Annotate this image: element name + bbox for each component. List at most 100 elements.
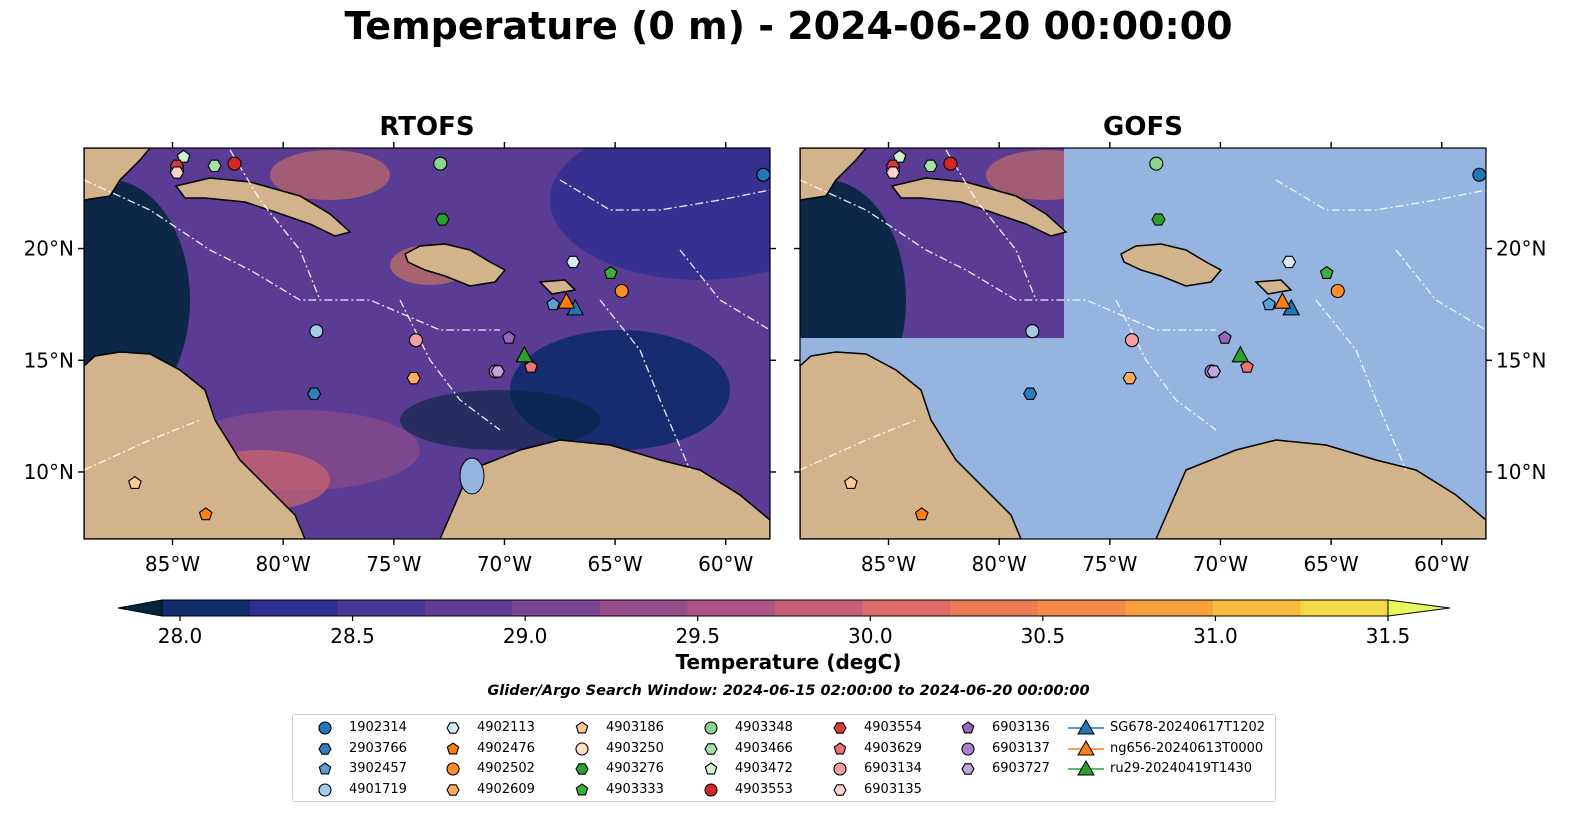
legend-marker: [575, 763, 589, 775]
argo-float-marker: [914, 507, 929, 521]
colorbar-segment: [249, 600, 338, 616]
colorbar: 28.0 28.5 29.0 29.5 30.0 30.5 31.0 31.5: [117, 599, 1451, 648]
colorbar-segment: [599, 600, 688, 616]
argo-float-marker: [227, 156, 242, 171]
legend-label: 4903466: [735, 740, 793, 756]
legend-label: 4902502: [477, 761, 535, 776]
legend-marker: [446, 722, 460, 734]
argo-float-marker: [844, 475, 858, 489]
legend-label: 3902457: [349, 761, 407, 776]
lon-tick-label: 65°W: [1303, 552, 1358, 576]
legend-marker: [575, 782, 589, 795]
legend-marker: [961, 721, 975, 734]
legend-marker: [446, 741, 460, 754]
colorbar-tick-label: 30.5: [1021, 624, 1066, 648]
legend-label: 6903135: [864, 781, 922, 797]
legend-label: 4903553: [735, 781, 793, 797]
lon-tick-label: 60°W: [698, 552, 753, 576]
colorbar-segment: [687, 600, 776, 616]
colorbar-segment: [1300, 600, 1389, 616]
lon-tick-label: 75°W: [366, 552, 421, 576]
legend-marker: [446, 783, 460, 796]
argo-float-marker: [1240, 359, 1254, 373]
colorbar-label: Temperature (degC): [675, 650, 902, 674]
colorbar-tick-label: 28.5: [330, 624, 375, 648]
colorbar-tick-label: 30.0: [848, 624, 893, 648]
argo-float-marker: [490, 365, 505, 378]
colorbar-segment: [1212, 600, 1301, 616]
argo-float-marker: [1319, 265, 1334, 279]
argo-float-marker: [1262, 297, 1276, 311]
colorbar-segment: [1125, 600, 1214, 616]
argo-float-marker: [943, 156, 958, 171]
legend-label: 6903137: [992, 740, 1050, 756]
argo-float-marker: [1218, 330, 1232, 344]
colorbar-tick-label: 29.0: [503, 624, 548, 648]
glider-marker: [515, 345, 534, 363]
lon-tick-label: 60°W: [1414, 552, 1469, 576]
argo-float-marker: [1281, 255, 1297, 269]
legend-label: 4901719: [349, 781, 407, 797]
colorbar-tick-label: 28.0: [158, 624, 203, 648]
legend-marker: [704, 782, 718, 797]
legend-marker: [318, 721, 332, 735]
legend-label: 4903276: [606, 761, 664, 776]
colorbar-tick-label: 31.0: [1193, 624, 1238, 648]
legend-marker: [318, 782, 332, 797]
legend-label: 1902314: [349, 720, 407, 735]
argo-float-marker: [408, 333, 423, 348]
colorbar-segment: [424, 600, 513, 616]
colorbar-segment: [775, 600, 864, 616]
legend-label: 4903472: [735, 761, 793, 776]
lon-tick-label: 80°W: [256, 552, 311, 576]
colorbar-segment: [337, 600, 426, 616]
legend-label: 4903186: [606, 720, 664, 735]
lat-tick-label: 20°N: [24, 237, 74, 261]
argo-float-marker: [128, 475, 142, 489]
colorbar-segment: [950, 600, 1039, 616]
legend-label: 4902476: [477, 740, 535, 756]
argo-float-marker: [603, 265, 618, 279]
colorbar-segment: [512, 600, 601, 616]
legend-marker: [318, 742, 332, 755]
argo-float-marker: [435, 213, 450, 226]
argo-float-marker: [433, 156, 448, 171]
lon-tick-label: 70°W: [1193, 552, 1248, 576]
legend-label: 4903348: [735, 720, 793, 735]
legend-label: 6903134: [864, 761, 922, 776]
colorbar-tick-label: 31.5: [1366, 624, 1411, 648]
lat-tick-label: 20°N: [1496, 237, 1546, 261]
lon-tick-label: 75°W: [1082, 552, 1137, 576]
gofs-map: [799, 147, 1487, 540]
lat-tick-label: 15°N: [24, 348, 74, 372]
figure-title: Temperature (0 m) - 2024-06-20 00:00:00: [344, 4, 1233, 48]
colorbar-over-extension: [1387, 599, 1451, 617]
legend-marker: [704, 721, 718, 735]
rtofs-panel-title: RTOFS: [379, 112, 475, 142]
argo-float-marker: [198, 507, 213, 521]
argo-float-marker: [756, 167, 771, 182]
lat-tick-label: 10°N: [1496, 460, 1546, 484]
legend-marker: [833, 722, 847, 734]
argo-float-marker: [207, 159, 222, 173]
colorbar-segment: [1037, 600, 1126, 616]
search-window-note: Glider/Argo Search Window: 2024-06-15 02…: [487, 683, 1090, 699]
colorbar-frame: [161, 599, 1389, 617]
legend-marker: [833, 762, 847, 776]
argo-float-marker: [1022, 387, 1038, 400]
lon-tick-label: 70°W: [477, 552, 532, 576]
argo-float-marker: [1025, 324, 1040, 339]
argo-float-marker: [892, 149, 907, 163]
argo-float-marker: [546, 297, 560, 311]
legend-label: 4902113: [477, 720, 535, 735]
legend-label: 6903727: [992, 761, 1050, 776]
argo-float-marker: [502, 330, 516, 344]
argo-float-marker: [1330, 283, 1345, 299]
legend-marker: [575, 741, 589, 756]
legend-label: 2903766: [349, 740, 407, 756]
colorbar-segment: [862, 600, 951, 616]
lat-tick-label: 15°N: [1496, 348, 1546, 372]
argo-float-marker: [1124, 333, 1139, 348]
argo-float-marker: [306, 387, 322, 400]
argo-float-marker: [885, 166, 901, 179]
